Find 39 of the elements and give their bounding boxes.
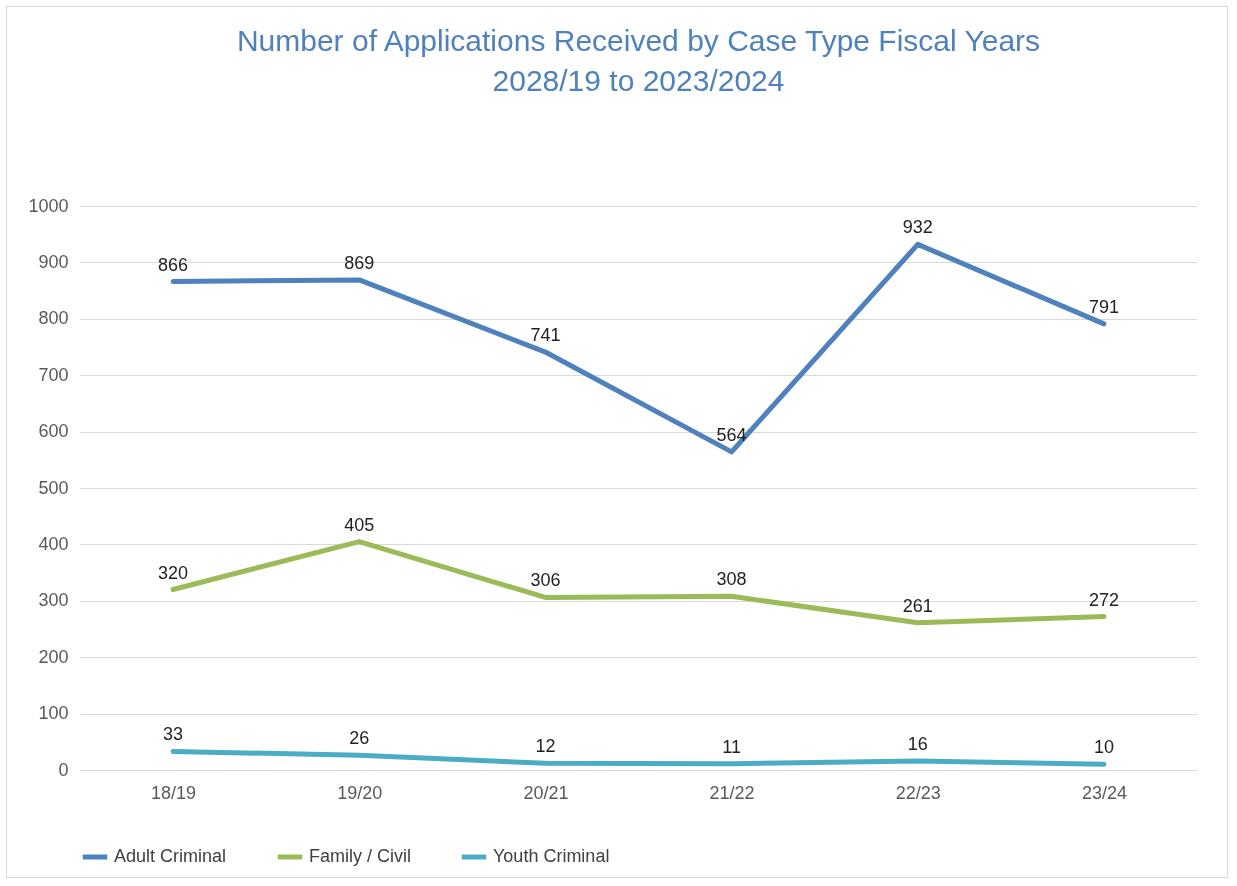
data-label: 16 — [907, 733, 928, 754]
x-tick-label: 21/22 — [709, 782, 755, 803]
y-tick-label: 700 — [38, 364, 69, 385]
y-tick-label: 800 — [38, 308, 69, 329]
data-label: 791 — [1088, 296, 1119, 317]
data-label: 741 — [530, 325, 561, 346]
y-tick-label: 400 — [38, 533, 69, 554]
data-label: 272 — [1088, 589, 1119, 610]
data-label: 306 — [530, 570, 561, 591]
data-label: 308 — [716, 569, 747, 590]
data-label: 261 — [902, 595, 933, 616]
x-tick-label: 20/21 — [523, 782, 569, 803]
chart-title: Number of Applications Received by Case Type Fiscal Years 2028/19 to 2023/2024 — [236, 24, 1041, 97]
data-label: 564 — [716, 424, 747, 445]
y-tick-label: 200 — [38, 646, 69, 667]
data-label: 932 — [902, 217, 933, 238]
data-label: 26 — [349, 728, 370, 749]
legend-label: Youth Criminal — [493, 846, 610, 866]
data-label: 405 — [344, 514, 375, 535]
data-label: 33 — [163, 724, 184, 745]
x-tick-label: 18/19 — [151, 782, 197, 803]
data-label: 869 — [344, 252, 375, 273]
x-tick-label: 23/24 — [1081, 782, 1127, 803]
data-label: 320 — [158, 562, 189, 583]
y-tick-label: 500 — [38, 477, 69, 498]
y-tick-label: 1000 — [28, 195, 69, 216]
y-tick-label: 900 — [38, 251, 69, 272]
data-label: 866 — [158, 254, 189, 275]
y-tick-label: 300 — [38, 590, 69, 611]
data-label: 10 — [1093, 737, 1114, 758]
y-tick-label: 0 — [58, 759, 69, 780]
y-tick-label: 100 — [38, 703, 69, 724]
x-tick-label: 22/23 — [895, 782, 941, 803]
x-tick-label: 19/20 — [337, 782, 383, 803]
legend-label: Family / Civil — [309, 846, 411, 866]
y-tick-label: 600 — [38, 421, 69, 442]
legend-label: Adult Criminal — [114, 846, 227, 866]
data-label: 12 — [535, 736, 556, 757]
data-label: 11 — [722, 736, 741, 757]
